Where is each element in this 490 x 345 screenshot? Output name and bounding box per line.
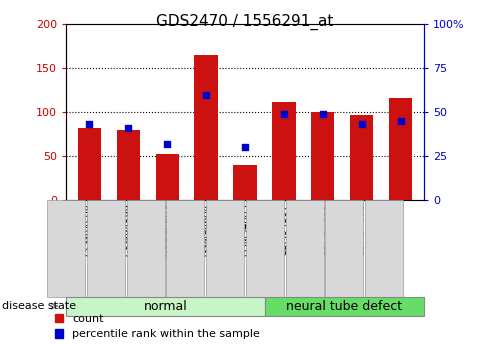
Bar [233,165,257,200]
Point [358,122,366,127]
Bar [156,154,179,200]
Bar [350,115,373,200]
Point [202,92,210,97]
Text: disease state: disease state [2,301,76,311]
Point [280,111,288,117]
Point [396,118,404,124]
Point [124,125,132,131]
Bar [195,55,218,200]
Bar [272,101,295,200]
Point [86,122,94,127]
Bar [311,112,334,200]
Point [163,141,171,147]
Legend: count, percentile rank within the sample: count, percentile rank within the sample [54,314,260,339]
Point [241,145,249,150]
Bar [78,128,101,200]
Text: GDS2470 / 1556291_at: GDS2470 / 1556291_at [156,14,334,30]
Bar [389,98,412,200]
Point [319,111,327,117]
Bar [117,130,140,200]
Text: neural tube defect: neural tube defect [286,300,402,313]
Text: normal: normal [144,300,187,313]
